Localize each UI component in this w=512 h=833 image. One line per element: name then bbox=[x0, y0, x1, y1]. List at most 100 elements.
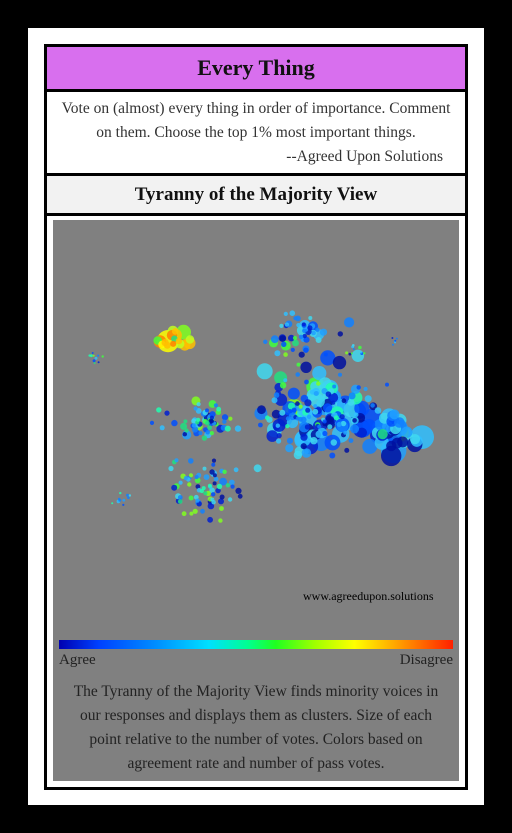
cluster-point bbox=[211, 462, 216, 467]
cluster-point bbox=[348, 352, 352, 356]
cluster-point bbox=[283, 352, 288, 357]
cluster-point bbox=[386, 440, 397, 452]
cluster-point bbox=[310, 437, 318, 445]
cluster-point bbox=[285, 424, 290, 429]
cluster-point bbox=[181, 511, 187, 517]
cluster-point bbox=[370, 403, 375, 408]
cluster-point bbox=[276, 433, 282, 439]
cluster-point bbox=[180, 422, 188, 430]
cluster-point bbox=[122, 498, 126, 502]
cluster-point bbox=[203, 491, 208, 496]
cluster-point bbox=[302, 328, 307, 333]
cluster-point bbox=[312, 408, 319, 415]
cluster-point bbox=[171, 484, 178, 491]
cluster-point bbox=[362, 419, 377, 433]
cluster-point bbox=[279, 382, 287, 389]
cluster-point bbox=[128, 494, 132, 497]
cluster-point bbox=[92, 354, 95, 357]
cluster-point bbox=[171, 328, 179, 335]
cluster-point bbox=[374, 407, 382, 414]
cluster-point bbox=[94, 356, 98, 360]
cluster-point bbox=[205, 429, 210, 435]
cluster-point bbox=[394, 417, 405, 428]
cluster-point bbox=[394, 341, 397, 344]
cluster-point bbox=[202, 466, 207, 471]
cluster-point bbox=[284, 322, 289, 327]
watermark-url: www.agreedupon.solutions bbox=[303, 589, 434, 603]
cluster-point bbox=[205, 420, 210, 426]
cluster-point bbox=[350, 424, 360, 434]
cluster-point bbox=[279, 323, 284, 328]
cluster-point bbox=[228, 416, 233, 421]
cluster-point bbox=[227, 497, 233, 502]
cluster-point bbox=[211, 492, 216, 497]
cluster-point bbox=[293, 316, 298, 321]
cluster-point bbox=[356, 427, 367, 438]
cluster-point bbox=[283, 378, 288, 383]
cluster-point bbox=[327, 424, 333, 430]
colorbar-disagree-label: Disagree bbox=[399, 652, 453, 668]
cluster-point bbox=[313, 404, 318, 409]
cluster-point bbox=[201, 486, 206, 491]
cluster-point bbox=[394, 339, 397, 342]
cluster-point bbox=[307, 325, 313, 331]
cluster-point bbox=[200, 508, 205, 514]
cluster-point bbox=[257, 405, 266, 415]
agreement-colorbar bbox=[59, 640, 453, 649]
cluster-point bbox=[352, 348, 355, 351]
cluster-point bbox=[205, 408, 209, 413]
cluster-point bbox=[332, 355, 347, 370]
cluster-point bbox=[325, 391, 332, 397]
cluster-point bbox=[97, 361, 100, 364]
cluster-point bbox=[301, 322, 306, 327]
cluster-point bbox=[229, 479, 235, 486]
cluster-point bbox=[298, 411, 303, 416]
cluster-point bbox=[295, 372, 300, 377]
cluster-point bbox=[288, 409, 293, 414]
cluster-point bbox=[271, 397, 278, 404]
cluster-point bbox=[285, 444, 294, 453]
cluster-point bbox=[300, 433, 308, 441]
cluster-point bbox=[330, 439, 337, 446]
cluster-point bbox=[221, 414, 229, 421]
cluster-point bbox=[218, 518, 223, 523]
cluster-point bbox=[295, 416, 300, 421]
cluster-point bbox=[286, 437, 294, 444]
cluster-point bbox=[377, 429, 388, 440]
cluster-scatter-plot[interactable] bbox=[53, 220, 459, 620]
cluster-point bbox=[233, 467, 239, 473]
cluster-point bbox=[265, 415, 270, 420]
cluster-point bbox=[363, 386, 368, 392]
cluster-point bbox=[409, 434, 421, 445]
cluster-point bbox=[281, 341, 287, 347]
cluster-point bbox=[300, 443, 307, 450]
cluster-point bbox=[348, 438, 354, 443]
cluster-point bbox=[101, 355, 104, 358]
cluster-point bbox=[230, 484, 235, 489]
cluster-point bbox=[211, 458, 217, 463]
cluster-point bbox=[363, 352, 366, 355]
cluster-point bbox=[209, 411, 216, 418]
cluster-point bbox=[122, 503, 125, 506]
cluster-point bbox=[218, 498, 224, 505]
cluster-point bbox=[209, 419, 214, 424]
cluster-point bbox=[224, 425, 231, 432]
cluster-point bbox=[170, 340, 177, 347]
cluster-point bbox=[276, 438, 282, 444]
cluster-point bbox=[222, 469, 227, 474]
cluster-point bbox=[97, 354, 100, 357]
cluster-point bbox=[196, 402, 201, 407]
cluster-point bbox=[327, 416, 335, 423]
cluster-point bbox=[362, 438, 378, 454]
cluster-point bbox=[271, 409, 281, 419]
cluster-point bbox=[212, 481, 217, 486]
cluster-point bbox=[90, 354, 93, 358]
page-title: Every Thing bbox=[47, 47, 465, 89]
cluster-point bbox=[213, 403, 218, 408]
cluster-point bbox=[329, 452, 336, 459]
cluster-point bbox=[333, 415, 339, 421]
description-signature: --Agreed Upon Solutions bbox=[286, 148, 443, 165]
cluster-point bbox=[178, 480, 183, 485]
cluster-point bbox=[285, 416, 291, 421]
visualization-panel: www.agreedupon.solutions Agree Disagree … bbox=[53, 220, 459, 781]
